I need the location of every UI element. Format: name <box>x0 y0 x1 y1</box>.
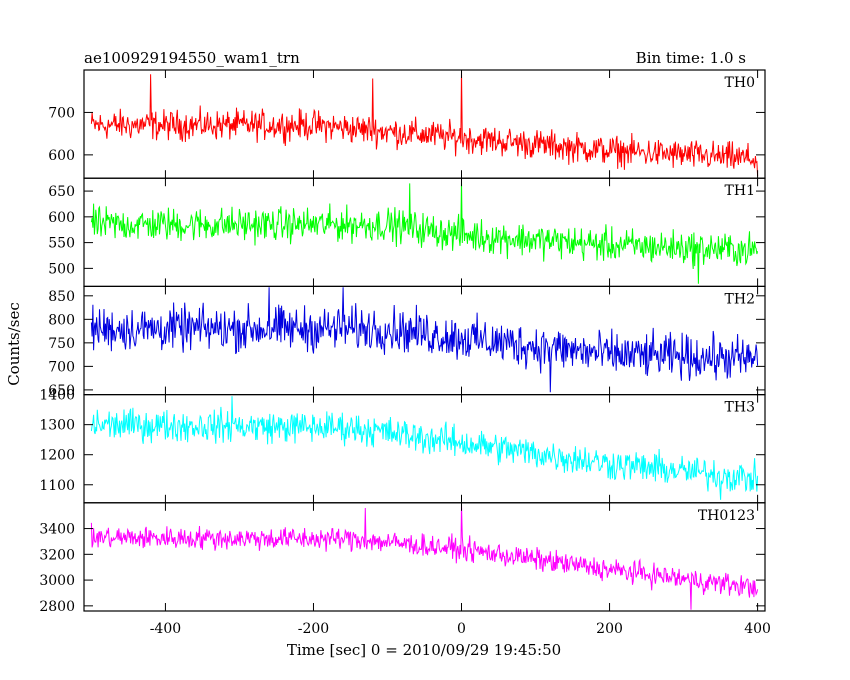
y-tick-label: 1400 <box>39 388 75 404</box>
y-tick-label: 1100 <box>39 478 75 494</box>
y-tick-label: 1200 <box>39 448 75 464</box>
y-axis-label: Counts/sec <box>5 302 23 386</box>
panel-label: TH0 <box>725 75 755 91</box>
panel-label: TH0123 <box>698 508 755 524</box>
y-tick-label: 3000 <box>39 573 75 589</box>
panel-th3: 1100 1200 1300 1400 TH3 <box>39 388 766 504</box>
y-tick-label: 750 <box>48 336 75 352</box>
panel-th2: 650 700 750 800 850 TH2 <box>48 285 766 399</box>
y-tick-label: 3400 <box>39 522 75 538</box>
panel-label: TH3 <box>725 400 755 416</box>
y-tick-label: 700 <box>48 359 75 375</box>
y-tick-label: 600 <box>48 210 75 226</box>
panel-label: TH1 <box>725 183 755 199</box>
y-tick-label: 550 <box>48 236 75 252</box>
bin-time-label: Bin time: 1.0 s <box>636 49 746 67</box>
y-tick-label: 650 <box>48 383 75 399</box>
x-tick-label: -200 <box>298 621 329 637</box>
series-line-th3 <box>90 396 759 500</box>
panel-frame <box>83 394 766 504</box>
panel-label: TH2 <box>725 291 755 307</box>
series-line-th0 <box>90 69 759 177</box>
y-tick-label: 850 <box>48 289 75 305</box>
y-tick-label: 2800 <box>39 599 75 615</box>
panel-th0: 600 700 TH0 <box>48 69 766 179</box>
panel-th1: 500 550 600 650 TH1 <box>48 177 766 287</box>
series-line-th1 <box>90 179 759 284</box>
y-tick-label: 600 <box>48 148 75 164</box>
series-line-th2 <box>90 287 759 393</box>
x-tick-label: 200 <box>596 621 623 637</box>
panel-frame <box>83 502 766 612</box>
y-tick-label: 700 <box>48 105 75 121</box>
x-axis-label: Time [sec] 0 = 2010/09/29 19:45:50 <box>287 641 561 659</box>
x-tick-label: 0 <box>457 621 466 637</box>
x-tick-label: -400 <box>150 621 181 637</box>
y-tick-label: 800 <box>48 312 75 328</box>
series-line-th0123 <box>90 504 759 610</box>
chart-title: ae100929194550_wam1_trn <box>84 49 300 67</box>
y-tick-label: 1300 <box>39 418 75 434</box>
panel-th0123: 2800 3000 3200 3400 TH0123 <box>39 502 766 615</box>
y-tick-label: 650 <box>48 184 75 200</box>
y-tick-label: 500 <box>48 261 75 277</box>
x-tick-label: 400 <box>744 621 771 637</box>
panels-group: 600 700 TH0 500 550 600 650 TH1 650 700 750 800 850 T… <box>39 69 771 637</box>
y-tick-label: 3200 <box>39 547 75 563</box>
